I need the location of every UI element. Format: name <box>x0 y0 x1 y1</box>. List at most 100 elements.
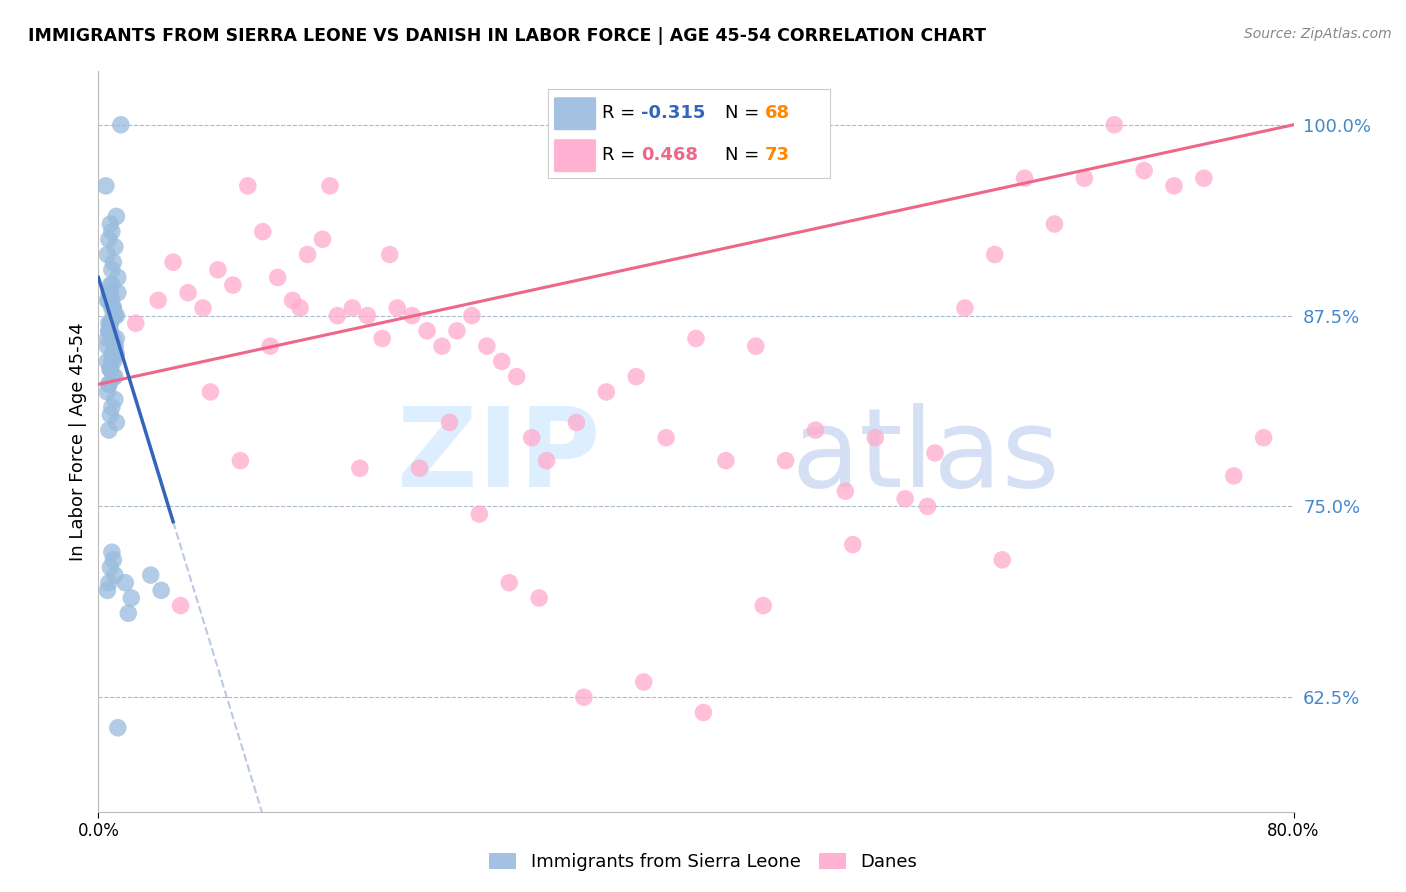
Point <box>98 278 122 293</box>
Point <box>103 255 125 269</box>
Point <box>572 690 595 705</box>
Point <box>714 453 737 467</box>
Point <box>356 309 378 323</box>
Point <box>491 354 513 368</box>
Point <box>101 262 124 277</box>
Point <box>98 362 122 376</box>
Point <box>191 301 214 315</box>
Point <box>107 285 129 300</box>
Point <box>96 293 118 308</box>
Point <box>1073 171 1095 186</box>
Point <box>139 568 162 582</box>
Point <box>105 331 128 345</box>
Point <box>104 240 127 254</box>
Point <box>96 583 118 598</box>
Point <box>101 301 124 315</box>
Text: -0.315: -0.315 <box>641 103 706 122</box>
Point <box>96 247 118 261</box>
Point <box>107 270 129 285</box>
Point <box>408 461 430 475</box>
Point <box>96 331 118 345</box>
Point <box>595 384 617 399</box>
Point <box>98 316 122 330</box>
Point <box>97 232 120 246</box>
Point <box>461 309 484 323</box>
FancyBboxPatch shape <box>554 97 596 130</box>
Point <box>105 309 128 323</box>
Point <box>775 453 797 467</box>
Legend: Immigrants from Sierra Leone, Danes: Immigrants from Sierra Leone, Danes <box>482 846 924 879</box>
Point <box>101 400 124 414</box>
Point <box>97 377 120 392</box>
Point <box>1163 178 1185 193</box>
Point <box>692 706 714 720</box>
Point <box>110 118 132 132</box>
Point <box>104 568 127 582</box>
Point <box>104 339 127 353</box>
Point <box>103 354 125 368</box>
Point <box>97 377 120 392</box>
Point <box>297 247 319 261</box>
Text: 68: 68 <box>765 103 790 122</box>
Text: IMMIGRANTS FROM SIERRA LEONE VS DANISH IN LABOR FORCE | AGE 45-54 CORRELATION CH: IMMIGRANTS FROM SIERRA LEONE VS DANISH I… <box>28 27 986 45</box>
Point <box>385 301 409 315</box>
Point <box>200 384 222 399</box>
Point <box>97 324 120 338</box>
Point <box>114 575 136 590</box>
Point <box>98 560 122 574</box>
Point <box>98 362 122 376</box>
Point <box>107 721 129 735</box>
Point <box>842 538 865 552</box>
Point <box>103 309 125 323</box>
Point <box>565 416 588 430</box>
Point <box>96 354 118 368</box>
Point <box>104 392 127 407</box>
Point <box>1104 118 1126 132</box>
Point <box>991 553 1014 567</box>
Point <box>104 369 127 384</box>
Point <box>105 347 128 361</box>
Text: 0.468: 0.468 <box>641 145 699 164</box>
Point <box>103 347 125 361</box>
Point <box>349 461 371 475</box>
Point <box>319 178 342 193</box>
Point <box>98 217 122 231</box>
Point <box>105 416 128 430</box>
Point <box>446 324 468 338</box>
Point <box>468 507 491 521</box>
Point <box>104 309 127 323</box>
Point <box>416 324 439 338</box>
Point <box>101 545 124 559</box>
Point <box>98 316 122 330</box>
Point <box>150 583 173 598</box>
Point <box>97 293 120 308</box>
Point <box>1014 171 1036 186</box>
Point <box>475 339 498 353</box>
Point <box>103 369 125 384</box>
Point <box>125 316 148 330</box>
Point <box>655 431 678 445</box>
Point <box>97 575 120 590</box>
Point <box>98 408 122 422</box>
Point <box>105 210 128 224</box>
Point <box>804 423 827 437</box>
Point <box>101 354 124 368</box>
Point <box>633 675 655 690</box>
Point <box>371 331 394 345</box>
Point <box>169 599 191 613</box>
Text: atlas: atlas <box>792 403 1060 510</box>
Point <box>378 247 401 261</box>
Point <box>865 431 887 445</box>
Point <box>101 225 124 239</box>
Point <box>229 453 252 467</box>
Point <box>101 331 124 345</box>
Point <box>162 255 184 269</box>
Point <box>103 301 125 315</box>
Point <box>96 384 118 399</box>
Point <box>120 591 142 605</box>
Point <box>97 316 120 330</box>
Point <box>281 293 304 308</box>
Text: 73: 73 <box>765 145 790 164</box>
Point <box>236 178 259 193</box>
Point <box>401 309 423 323</box>
